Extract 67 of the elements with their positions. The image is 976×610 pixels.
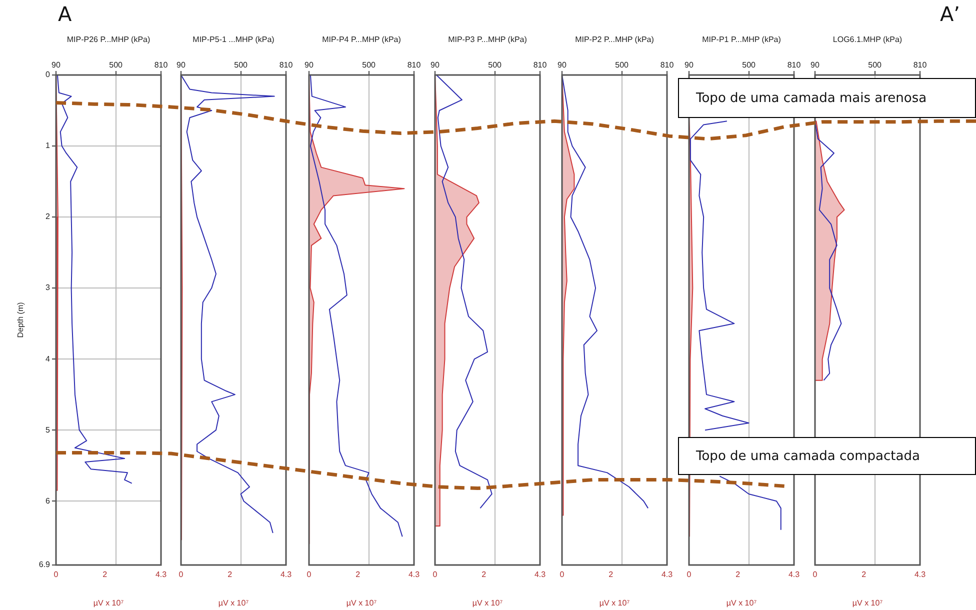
x2-axis-title: MIP-P4 P...MHP (kPa) — [322, 35, 402, 44]
x-tick-label: 4.3 — [534, 570, 546, 580]
x2-tick-label: 810 — [660, 60, 674, 70]
x-tick-label: 4.3 — [155, 570, 168, 580]
x2-tick-label: 90 — [304, 60, 314, 70]
x2-tick-label: 810 — [533, 60, 548, 70]
x-tick-label: 2 — [356, 570, 361, 580]
x2-axis-title: MIP-P1 P...MHP (kPa) — [702, 35, 782, 44]
y-axis-title: Depth (m) — [16, 302, 26, 338]
y-tick-label: 1 — [46, 141, 51, 150]
x2-tick-label: 500 — [488, 60, 502, 70]
x-tick-label: 0 — [432, 570, 438, 580]
x2-tick-label: 810 — [787, 60, 802, 70]
x-tick-label: 4.3 — [280, 570, 292, 580]
x-tick-label: 2 — [228, 570, 233, 580]
x2-tick-label: 500 — [742, 60, 756, 70]
y-tick-label: 2 — [46, 212, 51, 222]
x2-tick-label: 90 — [52, 60, 61, 70]
x-tick-label: 2 — [862, 570, 867, 580]
y-tick-label: 4 — [46, 354, 51, 364]
x2-tick-label: 500 — [234, 60, 248, 70]
text: A — [58, 2, 72, 26]
x-axis-title: µV x 10⁷ — [93, 598, 124, 608]
x2-axis-title: LOG6.1.MHP (kPa) — [832, 35, 902, 44]
x-axis-title: µV x 10⁷ — [726, 598, 757, 608]
x-axis-title: µV x 10⁷ — [218, 598, 249, 608]
x-tick-label: 0 — [54, 570, 59, 580]
x-tick-label: 0 — [686, 570, 692, 580]
x2-tick-label: 90 — [684, 60, 694, 70]
text: A’ — [940, 2, 960, 26]
x-tick-label: 0 — [812, 570, 818, 580]
x-tick-label: 2 — [482, 570, 487, 580]
x-tick-label: 4.3 — [788, 570, 800, 580]
x-tick-label: 2 — [608, 570, 614, 580]
x2-tick-label: 500 — [362, 60, 376, 70]
x-tick-label: 0 — [178, 570, 184, 580]
x-tick-label: 4.3 — [408, 570, 420, 580]
x2-tick-label: 90 — [176, 60, 186, 70]
y-tick-label: 6.9 — [38, 560, 51, 570]
x2-tick-label: 90 — [810, 60, 820, 70]
x-axis-title: µV x 10⁷ — [346, 598, 377, 608]
y-tick-label: 3 — [46, 283, 51, 292]
x-tick-label: 0 — [560, 570, 565, 580]
x2-axis-title: MIP-P5-1 ...MHP (kPa) — [192, 35, 275, 44]
x2-tick-label: 500 — [615, 60, 630, 70]
x-axis-title: µV x 10⁷ — [852, 598, 883, 608]
y-tick-label: 6 — [46, 496, 51, 506]
x-tick-label: 2 — [102, 570, 108, 580]
x-axis-title: µV x 10⁷ — [599, 598, 630, 608]
x2-tick-label: 810 — [154, 60, 168, 70]
x2-tick-label: 810 — [913, 60, 928, 70]
x-tick-label: 2 — [736, 570, 741, 580]
x2-tick-label: 500 — [109, 60, 124, 70]
x2-tick-label: 810 — [279, 60, 294, 70]
x2-axis-title: MIP-P2 P...MHP (kPa) — [575, 35, 654, 44]
x-axis-title: µV x 10⁷ — [472, 598, 503, 608]
x-tick-label: 4.3 — [661, 570, 674, 580]
x-tick-label: 0 — [306, 570, 312, 580]
x2-tick-label: 500 — [868, 60, 882, 70]
y-tick-label: 5 — [46, 425, 51, 434]
x2-axis-title: MIP-P26 P...MHP (kPa) — [66, 35, 150, 44]
x2-tick-label: 90 — [430, 60, 440, 70]
x2-axis-title: MIP-P3 P...MHP (kPa) — [448, 35, 528, 44]
y-tick-label: 0 — [46, 70, 51, 80]
x2-tick-label: 810 — [407, 60, 422, 70]
x2-tick-label: 90 — [558, 60, 567, 70]
x-tick-label: 4.3 — [914, 570, 926, 580]
